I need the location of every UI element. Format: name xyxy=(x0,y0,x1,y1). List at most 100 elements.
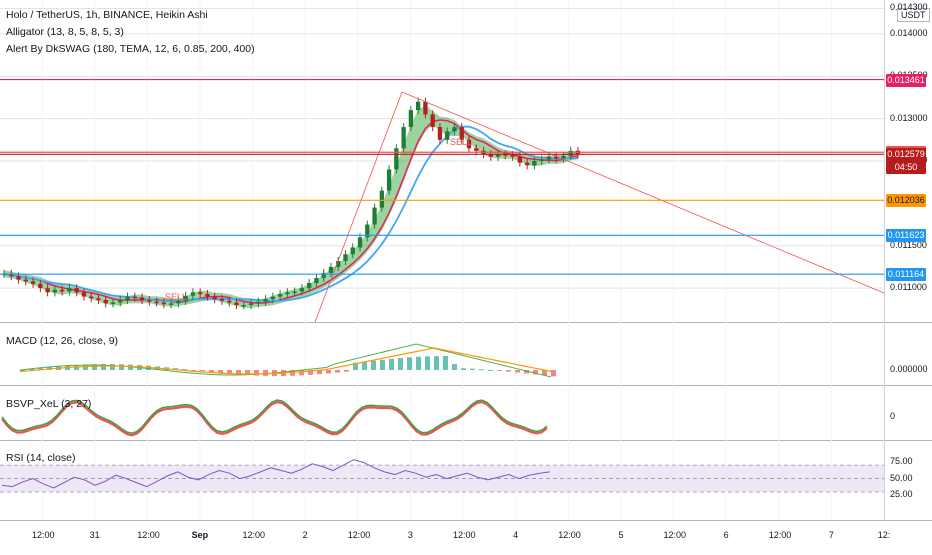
candle-body xyxy=(386,169,392,191)
price-level-tag: 0.011623 xyxy=(886,229,926,243)
macd-histogram-bar xyxy=(425,356,430,370)
candle-body xyxy=(350,247,355,255)
candle-body xyxy=(190,292,196,296)
trend-line xyxy=(401,91,885,294)
macd-histogram-bar xyxy=(92,364,97,370)
candle-body xyxy=(23,279,28,282)
rsi-legend[interactable]: RSI (14, close) xyxy=(6,452,76,464)
macd-histogram-bar xyxy=(515,370,520,373)
candle-body xyxy=(292,291,297,293)
candle-body xyxy=(89,296,94,299)
alert-legend[interactable]: Alert By DkSWAG (180, TEMA, 12, 6, 0.85,… xyxy=(6,43,255,55)
alligator-legend[interactable]: Alligator (13, 8, 5, 8, 5, 3) xyxy=(6,26,124,38)
candle-body xyxy=(219,299,225,301)
candle-body xyxy=(227,300,232,303)
macd-histogram-bar xyxy=(506,370,511,372)
bsvp-tick-label: 0 xyxy=(890,411,896,421)
candle-body xyxy=(16,276,21,280)
rsi-tick-label: 25.00 xyxy=(890,489,913,500)
candle-body xyxy=(437,127,443,140)
time-tick-label: 12:00 xyxy=(137,530,160,540)
candle-body xyxy=(459,127,464,140)
macd-histogram-bar xyxy=(101,364,106,370)
candle-body xyxy=(132,296,137,299)
candle-body xyxy=(299,288,305,292)
candle-body xyxy=(495,154,501,157)
macd-histogram-bar xyxy=(227,370,232,374)
candle-body xyxy=(510,155,515,157)
macd-histogram-bar xyxy=(83,364,88,370)
bsvp-line-green xyxy=(1,399,548,435)
candle-body xyxy=(546,156,552,160)
candle-body xyxy=(321,272,326,278)
candle-body xyxy=(561,155,566,159)
candle-body xyxy=(74,288,79,293)
price-tick-label: 0.011000 xyxy=(890,282,927,293)
candle-body xyxy=(81,292,87,297)
time-tick-label: 12:00 xyxy=(347,530,371,540)
macd-histogram-bar xyxy=(110,364,115,370)
rsi-line xyxy=(1,459,551,489)
candle-body xyxy=(263,299,268,302)
candle-body xyxy=(270,296,275,300)
time-tick-label: 12:00 xyxy=(768,530,792,540)
rsi-tick-label: 75.00 xyxy=(890,455,913,466)
price-level-tag: 0.011164 xyxy=(886,268,926,282)
sell-signal-label: SELL xyxy=(165,292,187,302)
macd-histogram-bar xyxy=(254,370,259,376)
macd-histogram-bar xyxy=(389,358,394,370)
time-tick-label: 6 xyxy=(723,530,729,540)
candle-body xyxy=(539,159,544,161)
candle-body xyxy=(452,127,457,132)
macd-histogram-bar xyxy=(362,361,367,370)
candle-body xyxy=(52,289,58,293)
macd-histogram-bar xyxy=(488,369,493,371)
candle-body xyxy=(415,101,421,111)
candle-body xyxy=(38,283,43,289)
time-tick-label: 3 xyxy=(407,530,413,540)
candle-body xyxy=(517,156,523,163)
macd-histogram-bar xyxy=(200,370,205,372)
candle-body xyxy=(336,260,341,267)
candle-body xyxy=(30,281,36,284)
candle-body xyxy=(430,114,435,128)
macd-histogram-bar xyxy=(470,368,475,370)
macd-histogram-bar xyxy=(182,369,187,371)
time-tick-label: 12:00 xyxy=(453,530,476,540)
candle-body xyxy=(168,303,174,305)
candle-body xyxy=(314,277,319,284)
time-tick-label: Sep xyxy=(191,530,209,540)
time-tick-label: 12:00 xyxy=(32,530,55,540)
candle-body xyxy=(241,305,246,307)
time-tick-label: 2 xyxy=(302,530,308,540)
candle-body xyxy=(466,139,472,149)
macd-histogram-bar xyxy=(335,370,340,373)
macd-histogram-bar xyxy=(452,364,457,370)
currency-badge[interactable]: USDT xyxy=(897,8,930,22)
time-tick-label: 5 xyxy=(618,530,624,540)
macd-histogram-bar xyxy=(407,357,412,370)
macd-histogram-bar xyxy=(443,356,448,370)
symbol-legend[interactable]: Holo / TetherUS, 1h, BINANCE, Heikin Ash… xyxy=(6,9,208,21)
signal-line xyxy=(19,347,552,375)
candle-body xyxy=(503,154,508,156)
time-tick-label: 4 xyxy=(513,530,519,540)
macd-legend[interactable]: MACD (12, 26, close, 9) xyxy=(6,335,119,347)
candle-body xyxy=(488,154,493,157)
candle-body xyxy=(532,161,537,166)
candle-body xyxy=(372,207,377,225)
candle-body xyxy=(96,298,101,300)
candle-body xyxy=(423,101,428,115)
macd-histogram-bar xyxy=(434,356,439,370)
time-tick-label: 12:00 xyxy=(558,530,581,540)
candle-body xyxy=(59,289,65,292)
candle-body xyxy=(394,148,399,170)
bsvp-legend[interactable]: BSVP_XeL (3, 27) xyxy=(6,398,92,410)
candle-body xyxy=(401,127,406,149)
candle-body xyxy=(408,110,414,128)
time-tick-label: 7 xyxy=(828,530,834,540)
bsvp-line-red xyxy=(1,400,548,437)
macd-histogram-bar xyxy=(191,370,196,371)
